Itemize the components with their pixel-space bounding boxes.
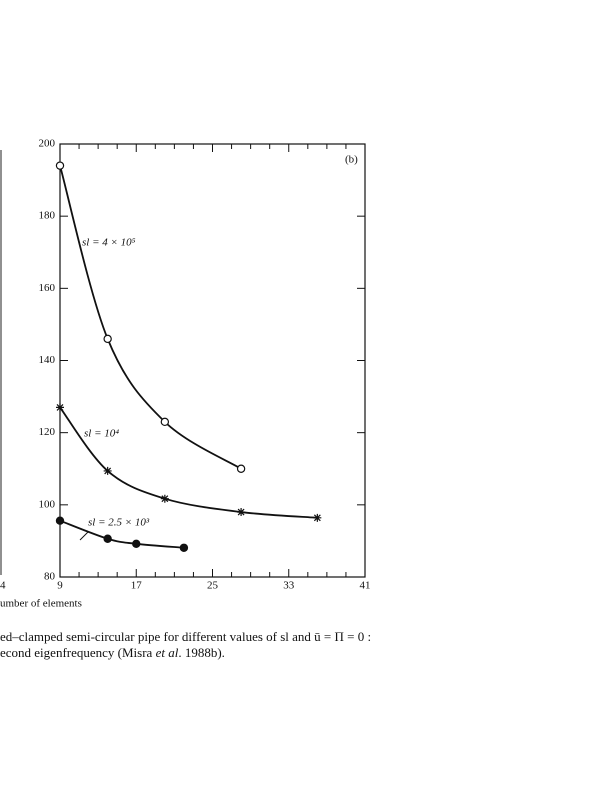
- x-tick-label: 9: [57, 580, 63, 592]
- y-tick-label: 100: [39, 498, 56, 510]
- curve: [59, 519, 184, 549]
- point-marker: [55, 161, 65, 170]
- star-marker: [103, 466, 112, 475]
- caption-part: . 1988b).: [178, 645, 225, 660]
- curve: [59, 406, 318, 519]
- caption-line: ed–clamped semi-circular pipe for differ…: [0, 629, 371, 644]
- point-marker: [103, 534, 112, 543]
- caption-line: econd eigenfrequency (Misra et al. 1988b…: [0, 645, 225, 660]
- cut-tick-label: 4: [0, 580, 6, 592]
- point-marker: [132, 539, 141, 549]
- star-marker: [160, 494, 169, 503]
- series-label: sl = 4 × 10⁵: [82, 237, 136, 249]
- point-marker: [103, 334, 112, 344]
- star-marker: [313, 513, 322, 522]
- x-tick-label: 41: [360, 580, 371, 592]
- point-marker: [236, 464, 246, 473]
- plot-frame: [59, 143, 366, 578]
- y-tick-label: 80: [44, 571, 56, 583]
- point-marker: [160, 417, 170, 427]
- y-tick-label: 200: [39, 138, 56, 150]
- caption-part: econd eigenfrequency (Misra: [0, 645, 153, 660]
- y-tick-label: 160: [39, 282, 56, 294]
- series-label: sl = 10⁴: [84, 428, 119, 440]
- panel-label: (b): [345, 154, 358, 166]
- star-marker: [56, 403, 64, 412]
- caption-part: et al: [156, 645, 179, 660]
- x-tick-label: 17: [131, 580, 143, 592]
- point-marker: [179, 543, 189, 552]
- x-tick-label: 25: [207, 580, 219, 592]
- point-marker: [55, 516, 65, 525]
- y-tick-label: 140: [39, 354, 56, 366]
- curve: [59, 165, 242, 470]
- star-marker: [237, 508, 246, 517]
- label-leader: [79, 531, 89, 541]
- y-tick-label: 120: [39, 426, 56, 438]
- cut-axis-label: umber of elements: [0, 598, 82, 610]
- series-label: sl = 2.5 × 10³: [88, 517, 150, 529]
- x-tick-label: 33: [283, 580, 295, 592]
- y-tick-label: 180: [39, 210, 56, 222]
